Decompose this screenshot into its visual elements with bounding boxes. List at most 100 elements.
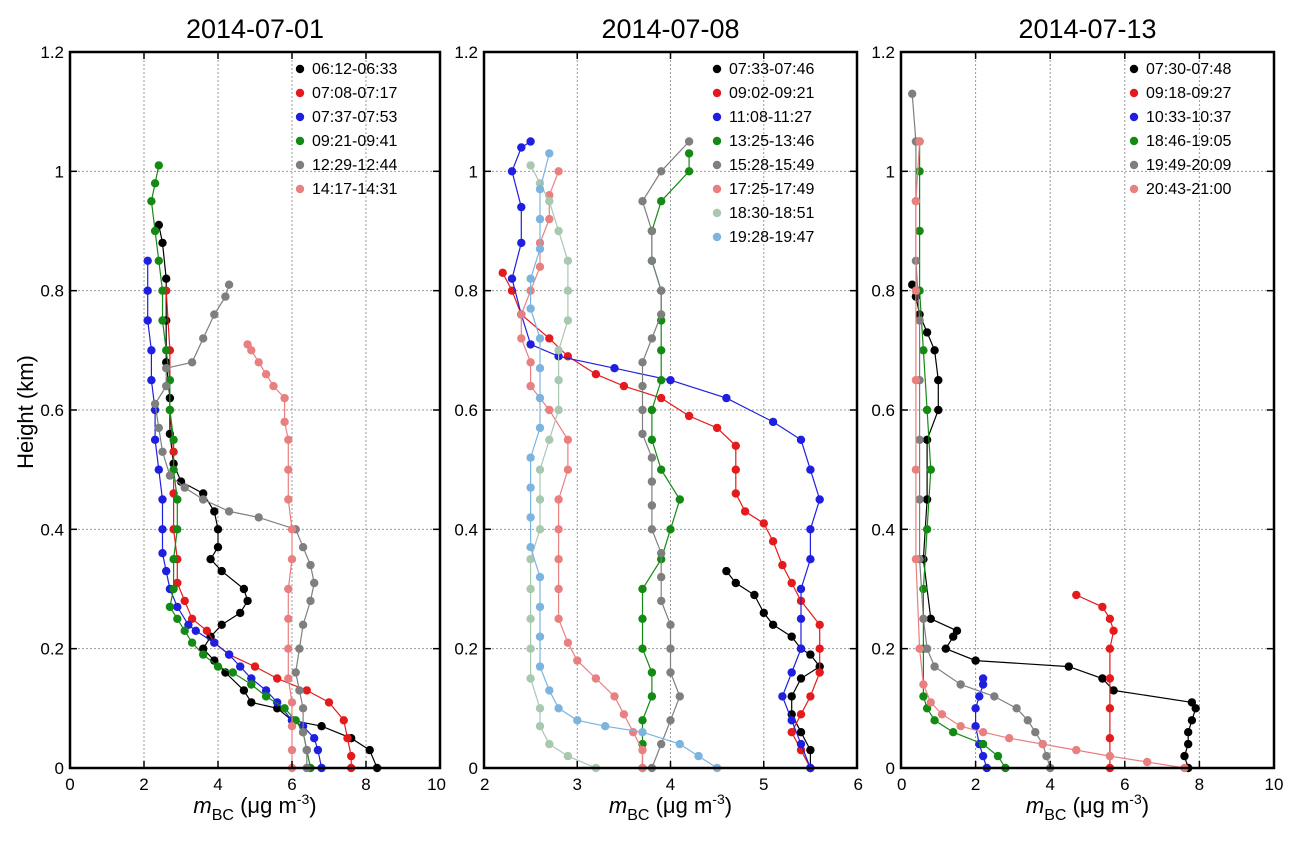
x-tick-label: 3 — [573, 775, 582, 794]
data-point — [239, 584, 249, 594]
series-line — [725, 570, 821, 768]
data-point — [517, 334, 526, 343]
data-point — [224, 280, 234, 289]
y-tick-label: 0.4 — [454, 520, 478, 539]
y-tick-label: 0.6 — [871, 401, 895, 420]
data-point — [535, 244, 545, 254]
data-point — [287, 698, 297, 707]
data-point — [1098, 602, 1107, 612]
data-point — [778, 560, 787, 570]
data-point — [535, 214, 545, 224]
data-point — [206, 555, 215, 564]
data-point — [638, 716, 647, 725]
x-tick-label: 4 — [1045, 775, 1054, 794]
data-point — [324, 698, 334, 707]
data-point — [915, 226, 924, 236]
legend-marker — [712, 184, 722, 194]
data-point — [722, 566, 731, 576]
data-point — [731, 578, 740, 588]
data-point — [1038, 739, 1047, 749]
data-point — [165, 405, 175, 415]
data-point — [517, 310, 526, 319]
data-point — [647, 435, 657, 444]
data-point — [554, 584, 563, 594]
data-point — [199, 495, 208, 504]
data-point — [796, 739, 806, 749]
data-point — [284, 674, 293, 683]
x-axis-label-close: ) — [309, 793, 316, 818]
series-5 — [638, 137, 694, 773]
x-tick-label: 4 — [666, 775, 675, 794]
data-point — [180, 596, 189, 606]
data-point — [647, 477, 657, 486]
data-point — [317, 722, 326, 731]
series-line — [915, 141, 1185, 769]
data-point — [535, 364, 545, 373]
data-point — [173, 578, 182, 588]
data-point — [150, 399, 160, 409]
data-point — [647, 334, 657, 343]
data-point — [1109, 626, 1118, 635]
series-1 — [908, 280, 1200, 773]
data-point — [199, 644, 208, 653]
data-point — [740, 507, 750, 516]
data-point — [657, 465, 666, 474]
y-tick-label: 0.2 — [40, 640, 64, 659]
data-point — [911, 286, 921, 295]
data-point — [545, 334, 554, 343]
data-point — [647, 256, 657, 265]
data-point — [202, 626, 212, 635]
y-tick-label: 0.8 — [454, 282, 478, 301]
legend-marker — [712, 112, 722, 122]
data-point — [915, 167, 924, 176]
data-point — [306, 560, 315, 570]
data-point — [339, 716, 348, 725]
data-point — [684, 149, 694, 158]
data-point — [526, 304, 535, 313]
data-point — [239, 686, 249, 695]
data-point — [922, 405, 932, 415]
data-point — [978, 680, 988, 689]
data-point — [796, 584, 806, 594]
data-point — [517, 202, 526, 212]
x-tick-label: 8 — [1195, 775, 1204, 794]
data-point — [915, 137, 924, 146]
data-point — [236, 608, 245, 618]
data-point — [287, 525, 297, 534]
data-point — [535, 393, 545, 403]
data-point — [731, 489, 740, 498]
data-point — [261, 692, 271, 701]
chart-title: 2014-07-08 — [601, 14, 739, 44]
data-point — [712, 423, 722, 433]
data-point — [526, 644, 535, 653]
x-axis-label-close: ) — [1142, 793, 1149, 818]
data-point — [554, 614, 563, 623]
data-point — [526, 137, 535, 146]
data-point — [526, 340, 535, 349]
legend-entry: 09:21-09:41 — [312, 133, 398, 150]
data-point — [210, 507, 219, 516]
x-axis-label-subscript: BC — [212, 807, 234, 824]
data-point — [806, 745, 815, 755]
legend-marker — [295, 88, 305, 98]
data-point — [941, 644, 950, 653]
legend-marker — [295, 184, 305, 194]
data-point — [236, 662, 245, 671]
data-point — [815, 620, 824, 629]
data-point — [722, 393, 731, 403]
data-point — [647, 525, 657, 534]
data-point — [657, 549, 666, 558]
data-point — [517, 143, 526, 152]
data-point — [619, 381, 629, 391]
data-point — [526, 274, 535, 283]
x-axis-label-unit: (μg m — [649, 793, 712, 818]
data-point — [591, 370, 601, 379]
data-point — [147, 197, 156, 206]
data-point — [280, 704, 289, 713]
data-point — [684, 167, 694, 176]
data-point — [526, 543, 535, 552]
legend-entry: 13:25-13:46 — [729, 133, 815, 150]
legend-entry: 20:43-21:00 — [1146, 181, 1232, 198]
series-8 — [526, 149, 722, 773]
